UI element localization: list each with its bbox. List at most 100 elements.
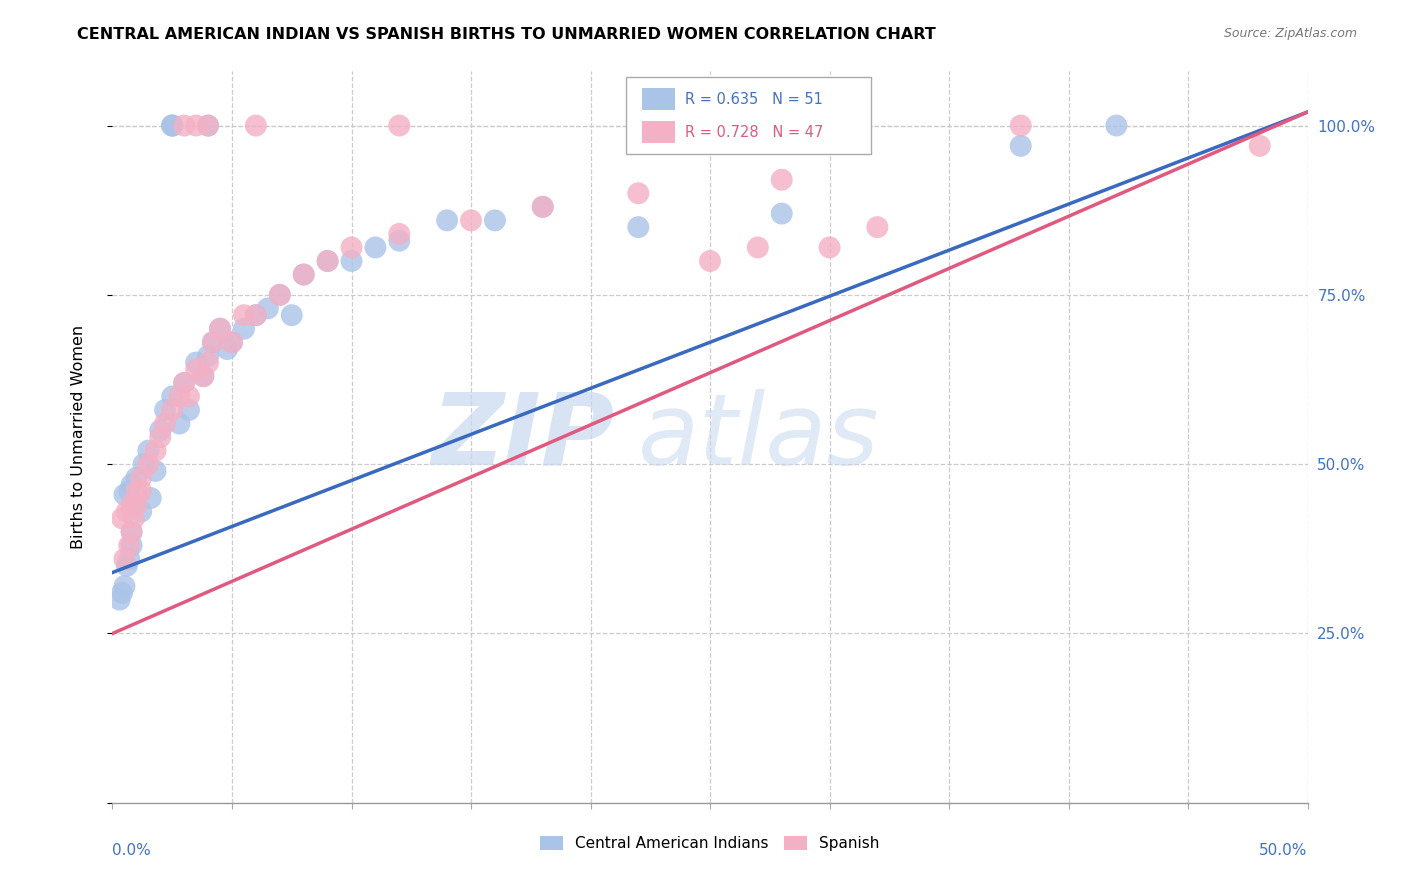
Point — [316, 254, 339, 268]
Text: 0.0%: 0.0% — [112, 843, 152, 858]
Point — [221, 335, 243, 350]
Point — [460, 213, 482, 227]
Point — [149, 423, 172, 437]
Point — [111, 586, 134, 600]
Point — [129, 505, 152, 519]
Point — [169, 389, 191, 403]
Point — [193, 369, 215, 384]
Point — [340, 254, 363, 268]
Point — [388, 234, 411, 248]
Point — [269, 288, 291, 302]
Point — [245, 308, 267, 322]
Point — [125, 484, 148, 499]
Y-axis label: Births to Unmarried Women: Births to Unmarried Women — [72, 325, 86, 549]
Point — [257, 301, 280, 316]
Point — [129, 471, 152, 485]
Point — [138, 457, 160, 471]
Point — [169, 417, 191, 431]
Point — [818, 240, 841, 254]
Point — [627, 220, 650, 235]
Text: atlas: atlas — [638, 389, 880, 485]
Point — [162, 119, 183, 133]
Point — [201, 335, 224, 350]
Point — [221, 335, 243, 350]
Point — [245, 119, 267, 133]
Text: 50.0%: 50.0% — [1260, 843, 1308, 858]
Point — [173, 376, 195, 390]
Point — [269, 288, 291, 302]
Point — [245, 308, 267, 322]
Point — [162, 389, 183, 403]
Point — [281, 308, 304, 322]
Point — [114, 552, 135, 566]
Point — [145, 443, 167, 458]
Point — [121, 524, 143, 539]
Point — [197, 355, 219, 369]
Point — [145, 464, 167, 478]
Point — [114, 488, 135, 502]
Bar — [643, 121, 675, 143]
Point — [162, 119, 183, 133]
Point — [197, 119, 219, 133]
Point — [627, 186, 650, 201]
Point — [770, 172, 793, 186]
Point — [149, 430, 172, 444]
Point — [747, 240, 769, 254]
Point — [186, 119, 208, 133]
Point — [186, 362, 208, 376]
Bar — [643, 88, 675, 110]
Point — [122, 498, 145, 512]
Point — [125, 498, 148, 512]
Point — [173, 376, 195, 390]
Point — [364, 240, 387, 254]
Point — [866, 220, 889, 235]
Point — [118, 552, 141, 566]
Point — [108, 592, 131, 607]
Text: CENTRAL AMERICAN INDIAN VS SPANISH BIRTHS TO UNMARRIED WOMEN CORRELATION CHART: CENTRAL AMERICAN INDIAN VS SPANISH BIRTH… — [77, 27, 936, 42]
Point — [292, 268, 315, 282]
Point — [129, 484, 152, 499]
Point — [316, 254, 339, 268]
Text: R = 0.635   N = 51: R = 0.635 N = 51 — [685, 92, 823, 107]
Legend: Central American Indians, Spanish: Central American Indians, Spanish — [534, 830, 886, 857]
Point — [153, 417, 176, 431]
Point — [118, 538, 141, 552]
Point — [115, 505, 138, 519]
Point — [217, 342, 239, 356]
Point — [1249, 139, 1271, 153]
Point — [484, 213, 506, 227]
Point — [114, 579, 135, 593]
Point — [173, 119, 195, 133]
Point — [118, 484, 141, 499]
Point — [132, 457, 155, 471]
Point — [186, 355, 208, 369]
Text: ZIP: ZIP — [432, 389, 614, 485]
Point — [201, 335, 224, 350]
Point — [139, 491, 162, 505]
Point — [209, 322, 232, 336]
Text: Source: ZipAtlas.com: Source: ZipAtlas.com — [1223, 27, 1357, 40]
Point — [1010, 119, 1032, 133]
Point — [436, 213, 458, 227]
Point — [699, 254, 721, 268]
Point — [197, 119, 219, 133]
Point — [125, 471, 148, 485]
Point — [122, 511, 145, 525]
Point — [531, 200, 554, 214]
Point — [115, 558, 138, 573]
Point — [138, 443, 160, 458]
Point — [197, 349, 219, 363]
Text: R = 0.728   N = 47: R = 0.728 N = 47 — [685, 125, 824, 139]
Point — [177, 389, 200, 403]
Point — [1105, 119, 1128, 133]
Point — [193, 369, 215, 384]
Point — [388, 227, 411, 241]
Point — [292, 268, 315, 282]
Point — [121, 498, 143, 512]
Point — [1010, 139, 1032, 153]
Point — [121, 477, 143, 491]
Point — [177, 403, 200, 417]
Point — [153, 403, 176, 417]
FancyBboxPatch shape — [627, 78, 872, 154]
Point — [111, 511, 134, 525]
